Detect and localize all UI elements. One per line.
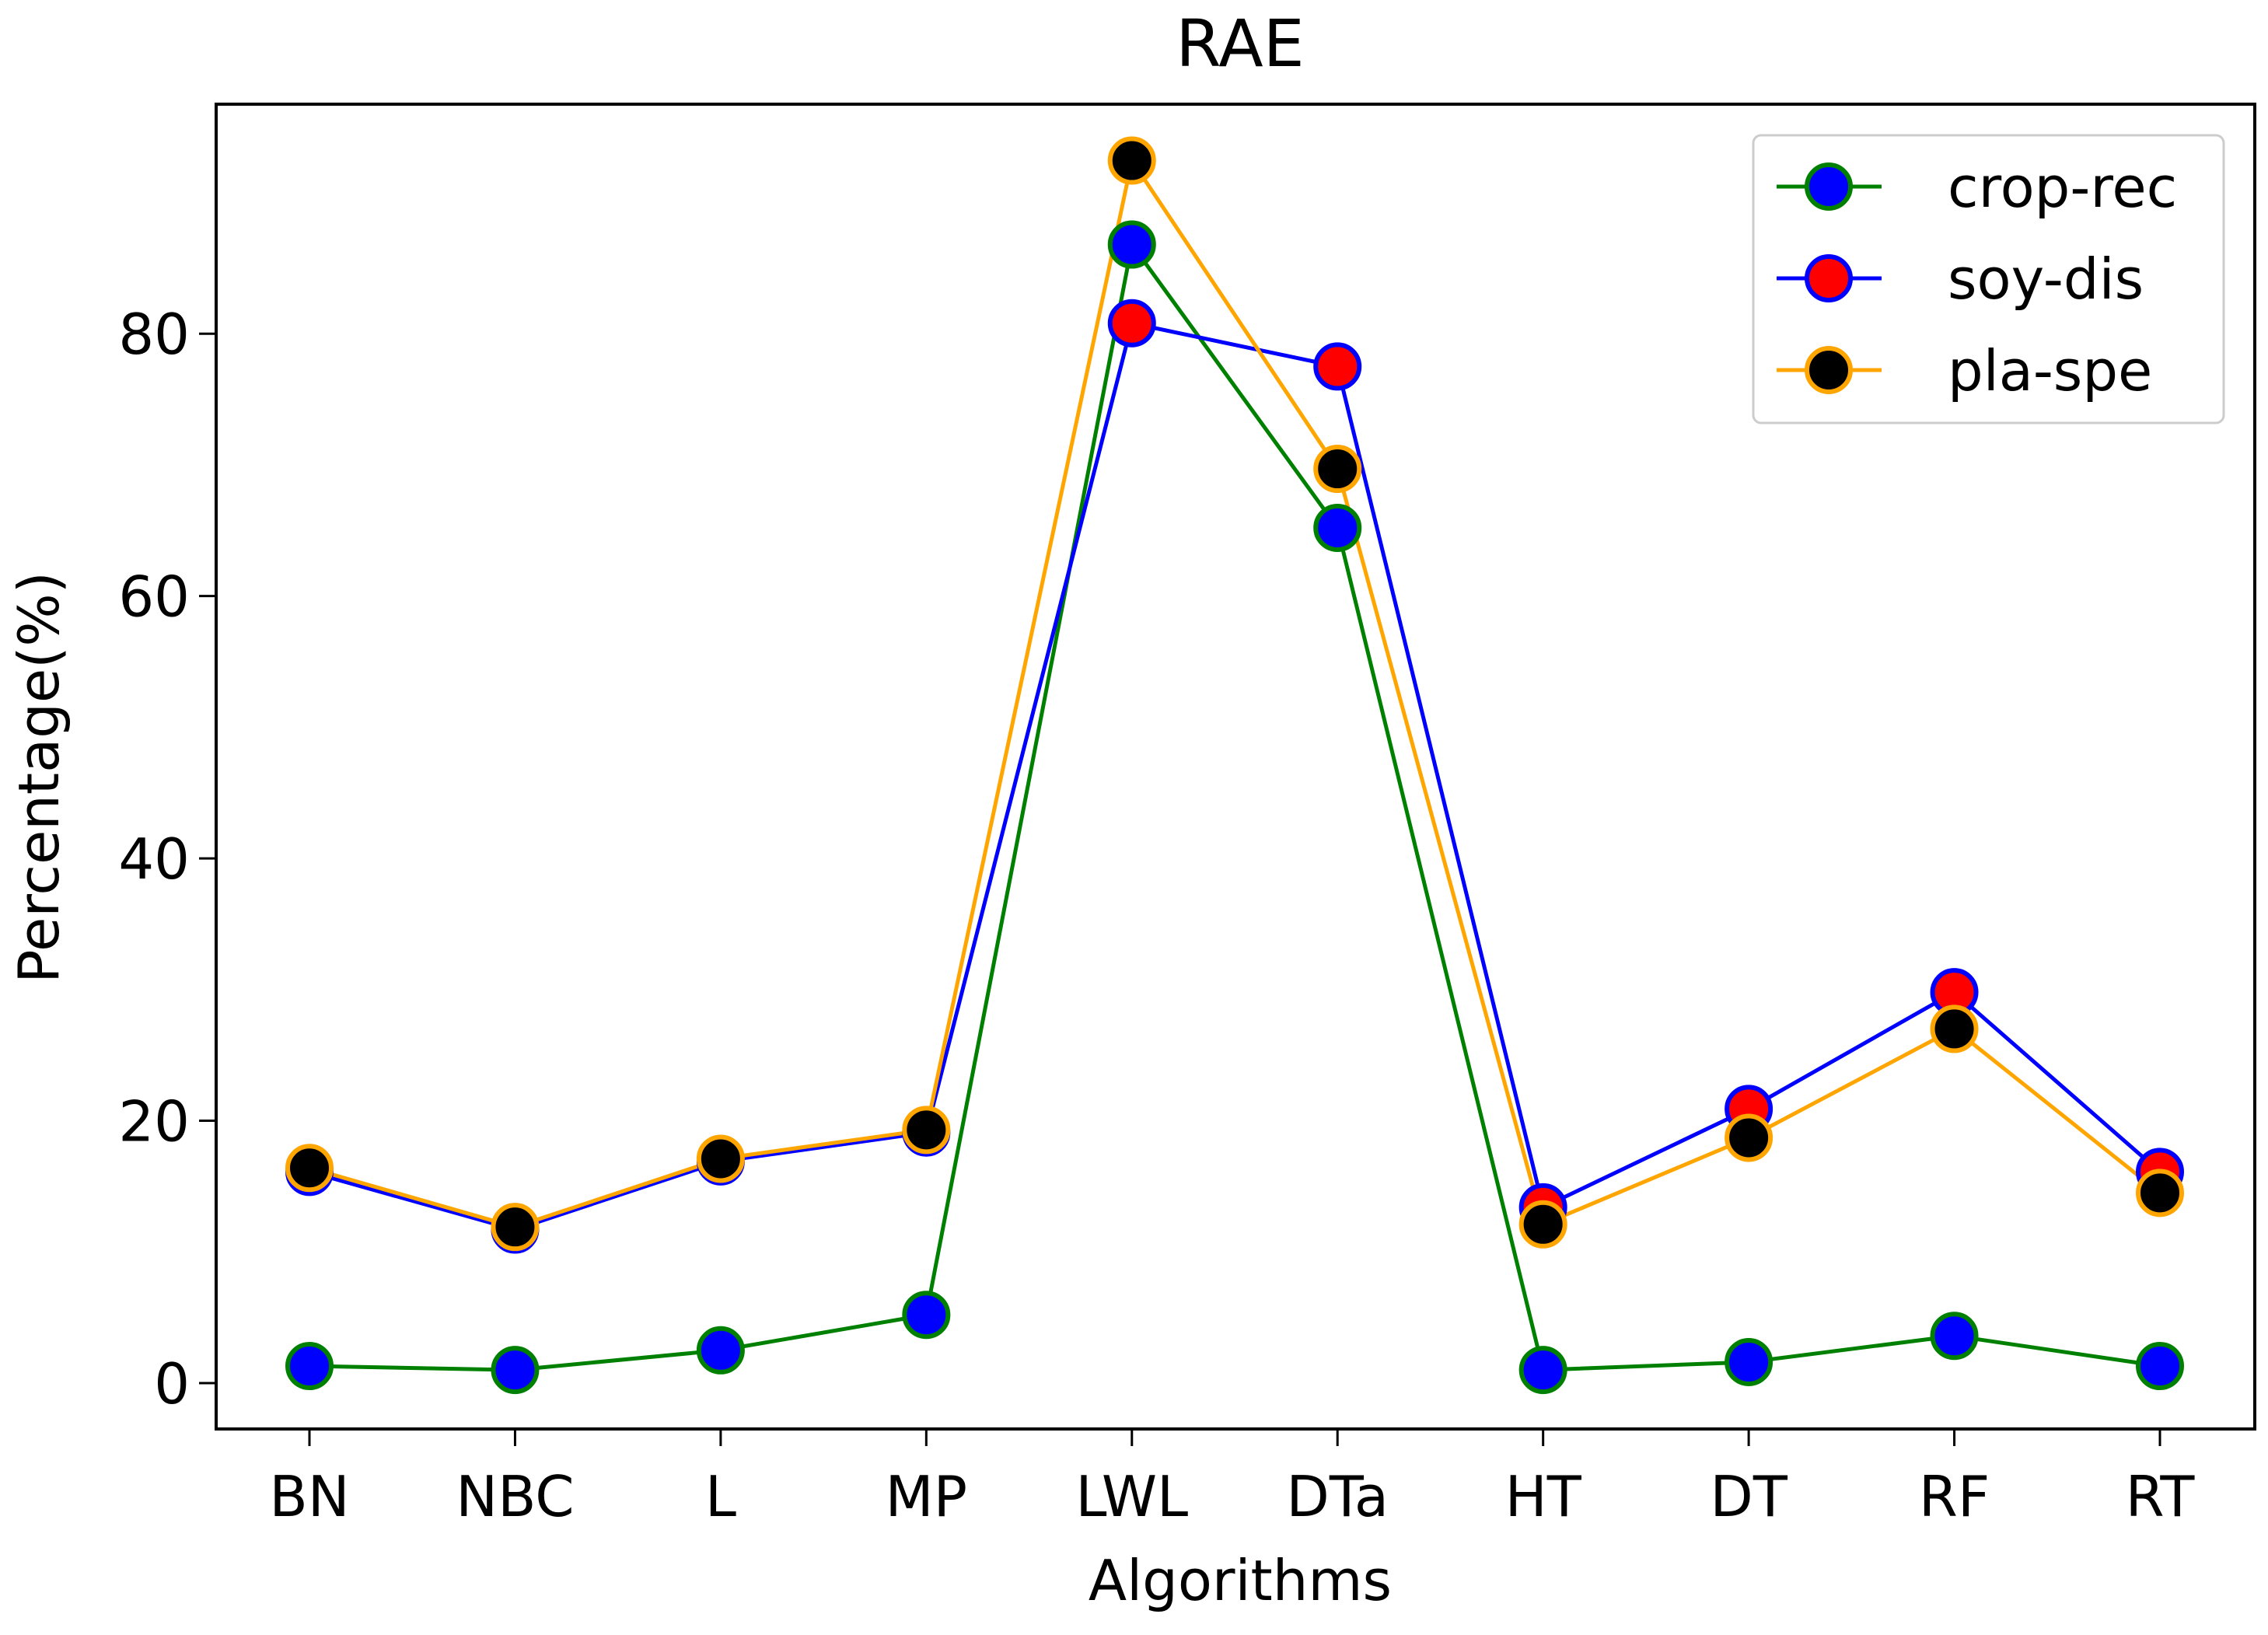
legend-box — [1752, 134, 2225, 424]
data-point-crop-rec — [1107, 220, 1156, 269]
data-point-pla-spe — [2136, 1169, 2184, 1218]
data-point-pla-spe — [696, 1134, 745, 1183]
data-point-crop-rec — [285, 1342, 334, 1391]
legend-label-pla-spe: pla-spe — [1948, 338, 2152, 404]
legend: crop-rec soy-dis pla-spe — [1752, 134, 2225, 424]
series-line-soy-dis — [309, 321, 2161, 1232]
chart-title: RAE — [1176, 5, 1305, 82]
data-point-crop-rec — [1725, 1337, 1774, 1386]
data-point-pla-spe — [491, 1203, 540, 1252]
data-point-crop-rec — [1518, 1346, 1567, 1395]
legend-label-soy-dis: soy-dis — [1948, 246, 2144, 312]
legend-label-crop-rec: crop-rec — [1948, 155, 2177, 220]
series-line-crop-rec — [309, 243, 2161, 1372]
plot-frame — [215, 103, 2256, 1431]
y-tick-label: 20 — [118, 1089, 190, 1155]
x-tick-label: DT — [1710, 1464, 1787, 1529]
data-point-soy-dis — [1107, 299, 1156, 348]
series-line-pla-spe — [309, 159, 2161, 1229]
data-point-soy-dis — [1313, 342, 1362, 391]
plot-area: 0 20 40 60 80 BN NBC L MP LWL DTa HT DT RF RT — [118, 103, 2256, 1529]
x-tick-label: DTa — [1286, 1464, 1389, 1529]
y-axis-title: Percentage(%) — [6, 571, 72, 983]
x-tick-label: NBC — [456, 1464, 574, 1529]
x-tick-label: L — [705, 1464, 736, 1529]
data-point-pla-spe — [1930, 1004, 1979, 1053]
data-point-pla-spe — [1518, 1200, 1567, 1249]
x-tick-label: BN — [269, 1464, 349, 1529]
x-axis-title: Algorithms — [1089, 1548, 1392, 1613]
y-tick-label: 40 — [118, 826, 190, 892]
data-point-crop-rec — [1313, 503, 1362, 552]
legend-marker-crop-rec — [1805, 162, 1853, 211]
data-point-crop-rec — [2136, 1342, 2184, 1391]
data-point-crop-rec — [491, 1346, 540, 1395]
legend-marker-soy-dis — [1805, 254, 1853, 302]
x-tick-label: RT — [2126, 1464, 2196, 1529]
data-point-pla-spe — [1107, 136, 1156, 185]
x-tick-label: RF — [1919, 1464, 1990, 1529]
data-point-pla-spe — [902, 1106, 951, 1155]
y-tick-label: 0 — [154, 1351, 190, 1417]
data-point-pla-spe — [1313, 445, 1362, 494]
x-tick-label: LWL — [1075, 1464, 1188, 1529]
x-tick-label: HT — [1505, 1464, 1582, 1529]
data-point-crop-rec — [902, 1291, 951, 1340]
y-tick-label: 80 — [118, 302, 190, 367]
x-tick-label: MP — [886, 1464, 968, 1529]
data-point-crop-rec — [1930, 1312, 1979, 1361]
data-point-crop-rec — [696, 1326, 745, 1375]
data-point-pla-spe — [285, 1144, 334, 1193]
data-point-pla-spe — [1725, 1113, 1774, 1162]
legend-marker-pla-spe — [1805, 346, 1853, 394]
y-tick-label: 60 — [118, 564, 190, 630]
